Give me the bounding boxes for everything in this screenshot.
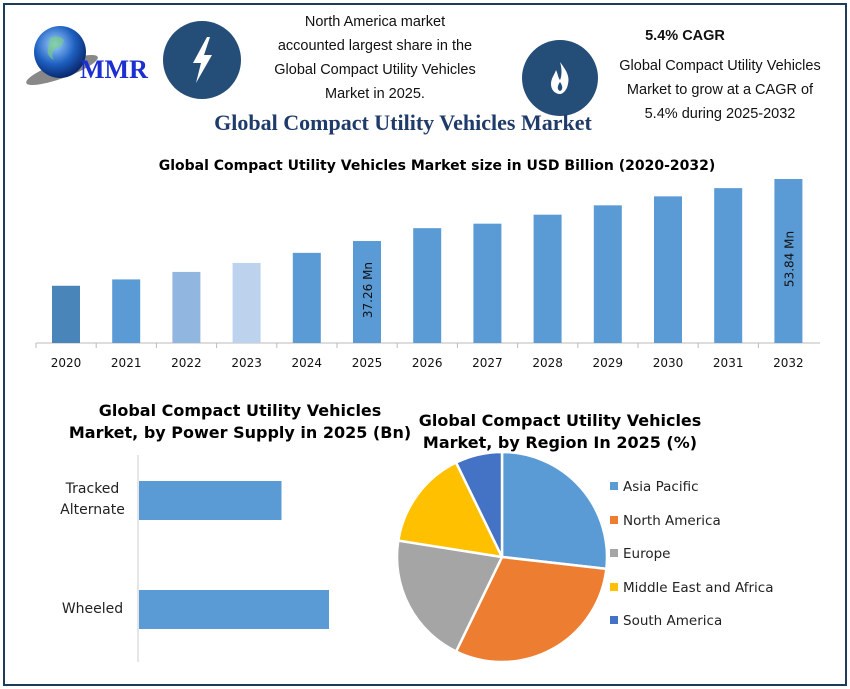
legend-item: Asia Pacific — [610, 479, 699, 495]
x-tick-label: 2026 — [412, 356, 443, 370]
x-tick-label: 2021 — [111, 356, 142, 370]
bar-2025 — [353, 241, 381, 343]
hbar-label-wheeled: Wheeled — [61, 601, 124, 617]
legend-label: North America — [623, 512, 721, 529]
power-supply-bar-chart — [137, 455, 329, 662]
x-tick-label: 2030 — [653, 356, 684, 370]
cagr-heading: 5.4% CAGR — [645, 28, 725, 44]
x-tick-label: 2024 — [292, 356, 323, 370]
bar-2022 — [172, 271, 201, 343]
x-tick-label: 2032 — [773, 356, 804, 370]
bar-2031 — [714, 188, 743, 343]
info-north-america: North America market accounted largest s… — [274, 14, 476, 102]
legend-item: Middle East and Africa — [610, 580, 774, 596]
bar-2028 — [533, 214, 562, 343]
pie-slice-asia-pacific — [500, 450, 609, 571]
bar-2029 — [593, 205, 622, 343]
bar-2023 — [232, 262, 261, 343]
mmr-logo: MMR — [26, 26, 148, 86]
bar-2030 — [654, 196, 682, 343]
pie-slice-south-america — [454, 450, 504, 558]
legend-label: Europe — [623, 546, 671, 562]
region-pie-chart — [395, 450, 609, 664]
hbar-wheeled — [139, 590, 329, 629]
legend-swatch — [610, 582, 618, 591]
page-title: Global Compact Utility Vehicles Market — [214, 110, 592, 135]
hbar-label-tracked: Tracked Alternate — [60, 481, 125, 518]
legend-item: North America — [610, 513, 721, 529]
logo-text: MMR — [80, 55, 148, 84]
data-label-2025: 37.26 Mn — [361, 262, 375, 318]
flame-icon — [522, 40, 598, 116]
pie-slice-middle-east-and-africa — [396, 460, 505, 559]
x-tick-label: 2020 — [51, 356, 82, 370]
x-tick-label: 2022 — [171, 356, 202, 370]
bar-2027 — [473, 223, 502, 343]
x-tick-label: 2025 — [352, 356, 383, 370]
region-chart-title: Global Compact Utility Vehicles Market, b… — [418, 411, 702, 452]
legend-item: Europe — [610, 546, 670, 562]
bar-2024 — [292, 252, 321, 343]
x-tick-label: 2028 — [532, 356, 563, 370]
hbar-tracked-alternate — [139, 481, 282, 520]
x-tick-label: 2023 — [231, 356, 262, 370]
legend-label: Middle East and Africa — [623, 579, 774, 596]
bar-2026 — [413, 228, 442, 343]
legend-label: Asia Pacific — [623, 479, 699, 495]
pie-slice-europe — [395, 539, 504, 654]
bar-2020 — [52, 285, 80, 343]
legend-swatch — [610, 515, 618, 524]
x-tick-label: 2029 — [593, 356, 624, 370]
infographic-frame — [3, 3, 847, 686]
legend-item: South America — [610, 613, 722, 629]
x-tick-label: 2027 — [472, 356, 503, 370]
legend-label: South America — [623, 613, 723, 629]
market-size-bar-chart: 2020 2021 2022 2023 2024 2025 37.26 Mn 2026 2027… — [35, 179, 820, 370]
legend-swatch — [610, 482, 618, 490]
bar-chart-title: Global Compact Utility Vehicles Market s… — [158, 158, 716, 174]
info-cagr: 5.4% CAGR Global Compact Utility Vehicle… — [600, 24, 840, 126]
data-label-2032: 53.84 Mn — [782, 231, 796, 287]
pie-slice-north-america — [454, 555, 608, 664]
power-supply-chart-title: Global Compact Utility Vehicles Market, b… — [68, 401, 412, 442]
bar-2032 — [774, 179, 803, 343]
legend-swatch — [610, 549, 618, 557]
bar-2021 — [112, 279, 141, 343]
lightning-bolt-icon — [163, 21, 241, 99]
legend-swatch — [610, 616, 618, 624]
x-tick-label: 2031 — [713, 356, 744, 370]
